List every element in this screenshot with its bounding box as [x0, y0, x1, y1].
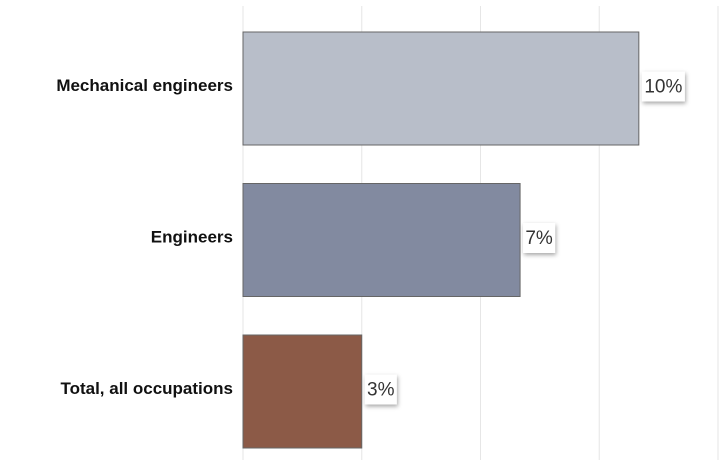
value-label-box [364, 374, 397, 405]
bar [242, 334, 363, 449]
value-label-box [641, 71, 685, 102]
category-label: Total, all occupations [60, 379, 233, 398]
value-label: 10% [644, 77, 682, 98]
value-label: 3% [367, 380, 395, 401]
category-label: Mechanical engineers [56, 76, 233, 95]
category-label: Engineers [151, 227, 233, 246]
bar [242, 31, 640, 146]
value-label-box [523, 223, 556, 253]
bar [242, 183, 521, 297]
value-label: 7% [525, 228, 553, 249]
